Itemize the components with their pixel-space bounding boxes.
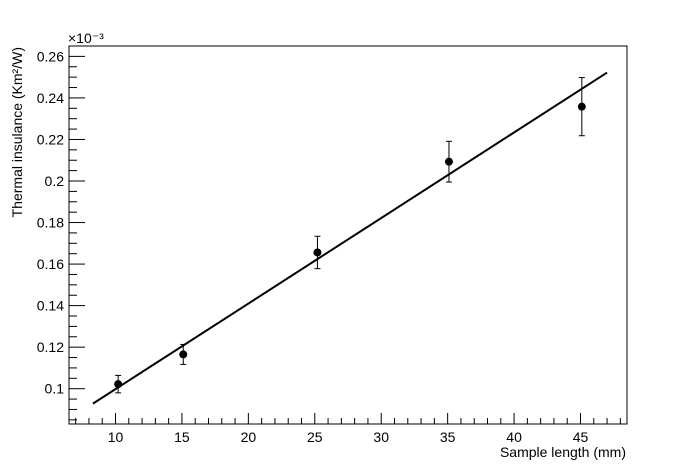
y-tick-label: 0.12 xyxy=(37,339,64,355)
x-tick-label: 20 xyxy=(241,429,257,445)
x-axis-title: Sample length (mm) xyxy=(500,444,626,460)
x-tick-label: 40 xyxy=(506,429,522,445)
fit-line xyxy=(92,71,608,405)
y-tick-label: 0.24 xyxy=(37,90,64,106)
x-tick-label: 25 xyxy=(307,429,323,445)
x-axis-tick-labels: 10 15 20 25 30 35 40 45 xyxy=(108,429,589,445)
y-tick-label: 0.26 xyxy=(37,48,64,64)
y-tick-label: 0.1 xyxy=(45,381,65,397)
data-point xyxy=(444,157,453,166)
y-axis-exponent: ×10⁻³ xyxy=(68,30,104,46)
y-tick-label: 0.22 xyxy=(37,131,64,147)
data-point xyxy=(577,102,586,111)
plot-frame xyxy=(68,45,628,425)
data-point xyxy=(179,350,188,359)
x-tick-label: 35 xyxy=(440,429,456,445)
x-tick-label: 45 xyxy=(573,429,589,445)
y-tick-label: 0.18 xyxy=(37,215,64,231)
y-axis-tick-labels: 0.1 0.12 0.14 0.16 0.18 0.2 0.22 0.24 0.26 xyxy=(37,48,64,396)
data-points xyxy=(114,77,586,394)
y-axis-title: Thermal insulance (Km²/W) xyxy=(9,47,25,217)
y-tick-label: 0.14 xyxy=(37,298,64,314)
x-tick-label: 10 xyxy=(108,429,124,445)
fit-line-group xyxy=(92,71,608,405)
x-axis-ticks xyxy=(75,413,621,424)
y-axis-ticks xyxy=(69,45,85,421)
data-point xyxy=(313,248,322,257)
x-tick-label: 15 xyxy=(174,429,190,445)
y-tick-label: 0.2 xyxy=(45,173,65,189)
data-point xyxy=(114,380,123,389)
y-tick-label: 0.16 xyxy=(37,256,64,272)
x-tick-label: 30 xyxy=(373,429,389,445)
